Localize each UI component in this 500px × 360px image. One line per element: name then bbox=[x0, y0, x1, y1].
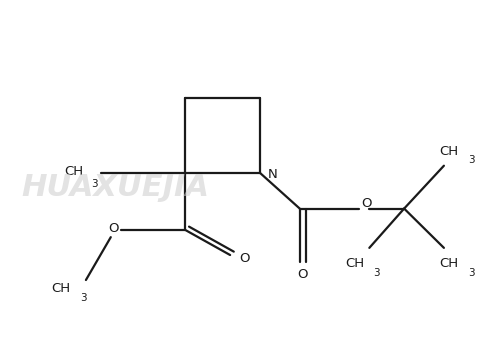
Text: 3: 3 bbox=[374, 268, 380, 278]
Text: 3: 3 bbox=[468, 268, 474, 278]
Text: CH: CH bbox=[64, 165, 83, 177]
Text: CH: CH bbox=[440, 145, 458, 158]
Text: O: O bbox=[108, 222, 118, 235]
Text: N: N bbox=[268, 168, 278, 181]
Text: CH: CH bbox=[345, 257, 364, 270]
Text: O: O bbox=[297, 268, 308, 281]
Text: O: O bbox=[362, 197, 372, 210]
Text: 3: 3 bbox=[80, 293, 86, 303]
Text: CH: CH bbox=[440, 257, 458, 270]
Text: HUAXUEJIA: HUAXUEJIA bbox=[22, 173, 210, 202]
Text: 3: 3 bbox=[92, 179, 98, 189]
Text: O: O bbox=[239, 252, 250, 265]
Text: CH: CH bbox=[52, 283, 70, 296]
Text: 3: 3 bbox=[468, 156, 474, 165]
